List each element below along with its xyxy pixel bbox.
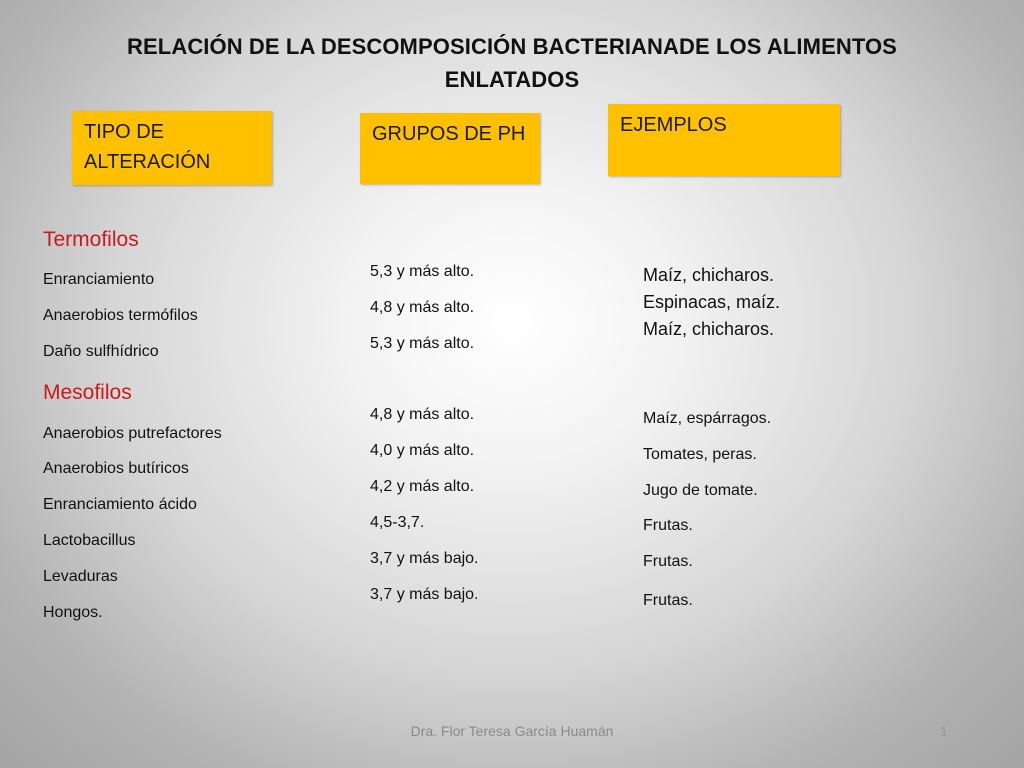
slide-title: RELACIÓN DE LA DESCOMPOSICIÓN BACTERIANA… [100,30,924,96]
tipo-item: Daño sulfhídrico [43,343,159,360]
header-ejemplos-label: EJEMPLOS [620,114,727,136]
tipo-item: Anaerobios putrefactores [43,425,222,442]
title-line-2: ENLATADOS [444,67,580,92]
ejemplo-item: Frutas. [643,592,693,609]
ph-item: 3,7 y más bajo. [370,586,479,603]
header-grupos-label: GRUPOS DE PH [372,123,526,145]
ejemplo-item: Frutas. [643,553,693,570]
tipo-item: Lactobacillus [43,532,136,549]
category-termofilos: Termofilos [43,228,139,251]
page-number: 1 [940,723,948,739]
ph-item: 4,0 y más alto. [370,442,475,459]
header-tipo-alteracion: TIPO DE ALTERACIÓN [72,111,272,185]
ejemplo-item: Frutas. [643,517,693,534]
header-ejemplos: EJEMPLOS [608,104,840,176]
ejemplo-item: Maíz, chicharos. [643,265,775,285]
tipo-item: Enranciamiento [43,271,155,288]
ph-item: 4,8 y más alto. [370,299,475,316]
tipo-item: Anaerobios butíricos [43,460,189,477]
ph-item: 4,8 y más alto. [370,406,475,423]
category-mesofilos: Mesofilos [43,381,132,404]
ejemplo-item: Espinacas, maíz. [643,292,781,312]
ph-item: 4,5-3,7. [370,514,425,531]
header-tipo-line-1: TIPO DE [84,121,165,143]
title-line-1: RELACIÓN DE LA DESCOMPOSICIÓN BACTERIANA… [127,34,897,59]
ph-item: 3,7 y más bajo. [370,550,479,567]
footer-author: Dra. Flor Teresa García Huamán [410,723,614,739]
header-grupos-ph: GRUPOS DE PH [360,113,540,184]
header-tipo-line-2: ALTERACIÓN [84,151,211,173]
ejemplo-item: Maíz, chicharos. [643,319,775,339]
ejemplo-item: Maíz, espárragos. [643,410,772,427]
tipo-item: Hongos. [43,604,103,621]
tipo-item: Enranciamiento ácido [43,496,197,513]
ph-item: 5,3 y más alto. [370,335,475,352]
ph-item: 5,3 y más alto. [370,263,475,280]
tipo-item: Levaduras [43,568,118,585]
ejemplo-item: Tomates, peras. [643,446,757,463]
ejemplo-item: Jugo de tomate. [643,482,758,499]
tipo-item: Anaerobios termófilos [43,307,198,324]
ph-item: 4,2 y más alto. [370,478,475,495]
